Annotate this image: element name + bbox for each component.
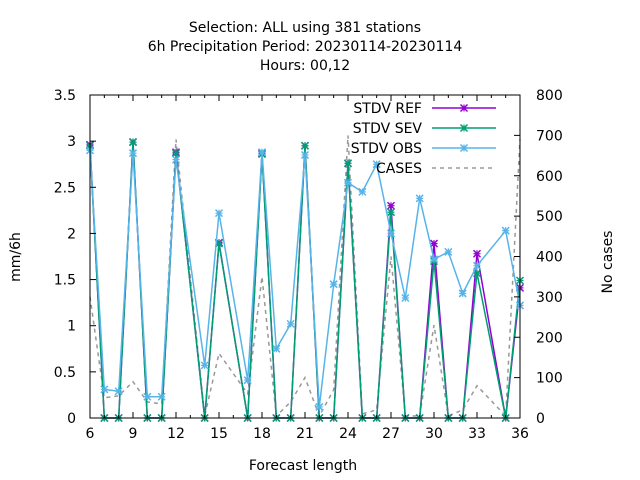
y2-tick-label: 100: [536, 371, 563, 387]
data-point-stdv-sev: [171, 149, 181, 158]
x-tick-label: 27: [382, 426, 400, 442]
data-point-stdv-obs: [429, 255, 439, 264]
data-point-stdv-sev: [386, 208, 396, 217]
data-point-stdv-obs: [171, 155, 181, 164]
data-point-stdv-obs: [257, 148, 267, 157]
y2-axis-label: No cases: [600, 231, 616, 294]
y2-tick-label: 700: [536, 128, 563, 144]
data-point-stdv-sev: [343, 159, 353, 168]
x-tick-label: 6: [86, 426, 95, 442]
data-point-stdv-obs: [300, 150, 310, 160]
y2-tick-label: 600: [536, 169, 563, 185]
data-point-stdv-obs: [272, 344, 281, 353]
x-tick-label: 21: [296, 426, 314, 442]
y2-tick-label: 800: [536, 88, 563, 104]
y2-tick-label: 200: [536, 330, 563, 346]
data-point-stdv-obs: [143, 392, 152, 401]
data-point-stdv-sev: [300, 141, 310, 150]
data-point-stdv-obs: [315, 402, 324, 411]
data-point-stdv-obs: [243, 376, 252, 385]
y-tick-label: 2: [67, 226, 76, 242]
x-tick-label: 30: [425, 426, 443, 442]
data-point-stdv-obs: [386, 229, 396, 238]
legend-marker-stdv-obs: [459, 143, 469, 153]
x-tick-label: 18: [253, 426, 271, 442]
legend-marker-stdv-ref: [459, 103, 469, 113]
legend-label-stdv-obs: STDV OBS: [351, 141, 422, 157]
data-point-stdv-ref: [386, 201, 396, 210]
data-point-stdv-obs: [501, 226, 510, 235]
y2-tick-label: 500: [536, 209, 563, 225]
legend-label-cases: CASES: [376, 161, 422, 177]
chart-title-line-2: 6h Precipitation Period: 20230114-202301…: [148, 39, 463, 55]
data-point-stdv-obs: [128, 149, 138, 158]
x-axis-label: Forecast length: [249, 458, 357, 474]
y-tick-label: 1: [67, 319, 76, 335]
data-point-stdv-obs: [200, 361, 209, 370]
data-point-stdv-obs: [458, 289, 467, 298]
chart-title-line-3: Hours: 00,12: [260, 58, 350, 74]
x-tick-label: 24: [339, 426, 357, 442]
data-point-stdv-obs: [358, 187, 367, 196]
y-tick-label: 0: [67, 411, 76, 427]
data-point-stdv-sev: [128, 138, 138, 147]
y-axis-label: mm/6h: [8, 232, 24, 282]
x-tick-label: 15: [210, 426, 228, 442]
x-tick-label: 12: [167, 426, 185, 442]
data-point-stdv-ref: [472, 249, 482, 258]
chart-title-line-1: Selection: ALL using 381 stations: [189, 20, 421, 36]
data-point-stdv-obs: [472, 261, 482, 270]
data-point-stdv-obs: [214, 209, 224, 218]
data-point-stdv-obs: [401, 293, 410, 303]
data-point-stdv-obs: [372, 160, 381, 169]
axis-ticks: 6 9 12 15 18 21 24 27 30 33 36 0 0.5 1 1.5 2 2.5 3 3.5 0 100…: [54, 88, 563, 442]
y2-tick-label: 0: [536, 411, 545, 427]
data-point-stdv-obs: [286, 319, 295, 328]
data-point-stdv-obs: [415, 194, 424, 203]
series-line-stdv-obs: [89, 150, 521, 407]
y-tick-label: 1.5: [54, 273, 76, 289]
x-tick-label: 33: [468, 426, 486, 442]
legend: STDV REF STDV SEV STDV OBS CASES: [351, 101, 496, 177]
series-line-cases: [89, 135, 521, 418]
y-tick-label: 2.5: [54, 180, 76, 196]
y-tick-label: 0.5: [54, 365, 76, 381]
plot-area: [85, 135, 525, 423]
y-tick-label: 3: [67, 134, 76, 150]
data-point-stdv-obs: [157, 392, 166, 401]
data-point-stdv-obs: [343, 178, 353, 187]
data-point-stdv-obs: [114, 387, 123, 396]
data-point-stdv-obs: [329, 280, 338, 289]
x-tick-label: 36: [511, 426, 529, 442]
data-point-stdv-obs: [444, 247, 453, 256]
data-point-stdv-obs: [100, 385, 109, 394]
y2-tick-label: 300: [536, 290, 563, 306]
legend-label-stdv-sev: STDV SEV: [353, 121, 423, 137]
legend-marker-stdv-sev: [459, 123, 469, 133]
data-point-stdv-ref: [429, 239, 439, 248]
legend-label-stdv-ref: STDV REF: [353, 101, 422, 117]
y-tick-label: 3.5: [54, 88, 76, 104]
y2-tick-label: 400: [536, 250, 563, 266]
x-tick-label: 9: [129, 426, 138, 442]
